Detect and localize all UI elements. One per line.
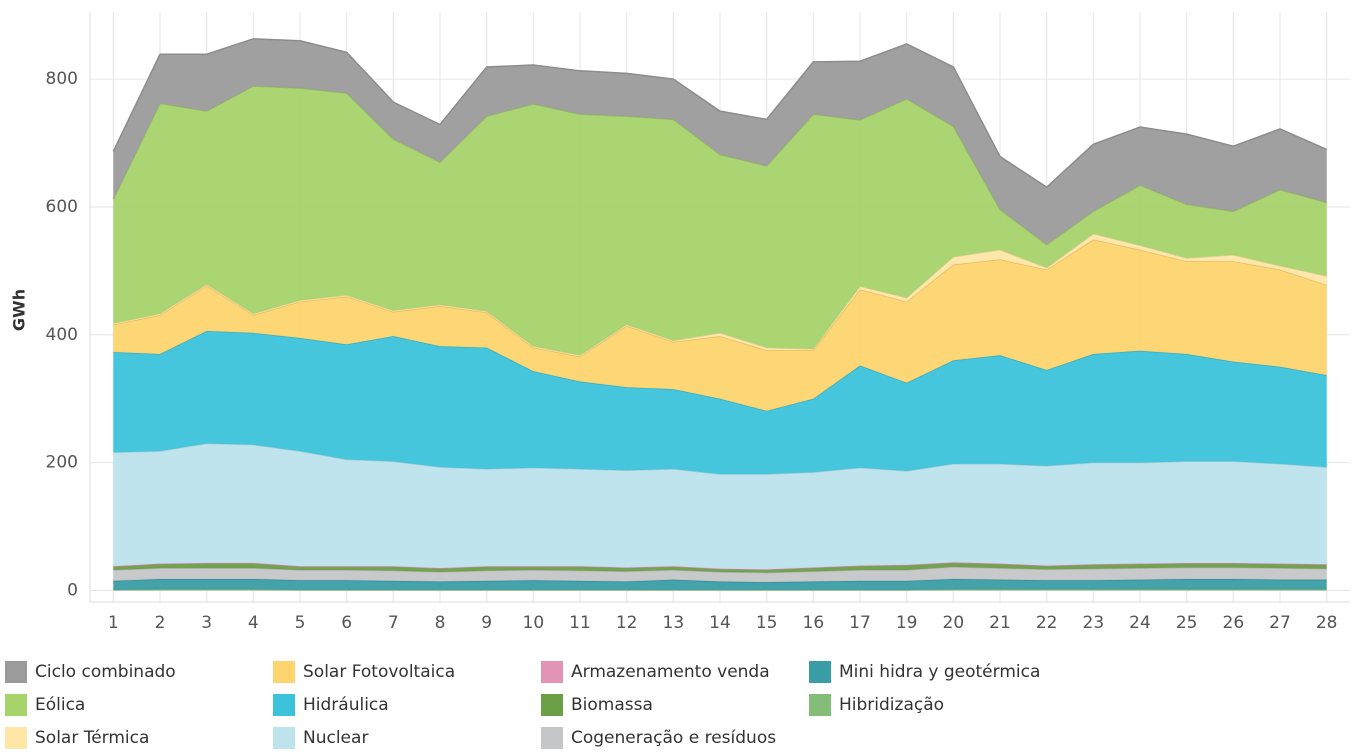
x-tick-label: 2 xyxy=(155,613,166,633)
legend-swatch xyxy=(273,661,295,683)
x-tick-label: 5 xyxy=(295,613,306,633)
legend-swatch xyxy=(5,694,27,716)
legend-label: Eólica xyxy=(35,695,85,715)
x-tick-label: 10 xyxy=(523,613,545,633)
legend-label: Solar Fotovoltaica xyxy=(303,662,455,682)
area xyxy=(113,330,1327,475)
x-tick-label: 19 xyxy=(896,613,918,633)
legend-label: Armazenamento venda xyxy=(571,662,770,682)
x-tick-label: 12 xyxy=(616,613,638,633)
legend-label: Ciclo combinado xyxy=(35,662,176,682)
legend-label: Biomassa xyxy=(571,695,653,715)
x-tick-label: 28 xyxy=(1316,613,1338,633)
legend-swatch xyxy=(273,694,295,716)
x-tick-label: 17 xyxy=(849,613,871,633)
x-tick-label: 1 xyxy=(108,613,119,633)
x-tick-label: 16 xyxy=(803,613,825,633)
legend-swatch xyxy=(809,694,831,716)
x-tick-label: 23 xyxy=(1083,613,1105,633)
legend-label: Cogeneração e resíduos xyxy=(571,728,776,748)
y-tick-label: 200 xyxy=(46,453,78,473)
x-tick-label: 25 xyxy=(1176,613,1198,633)
area xyxy=(113,86,1327,356)
area-edge xyxy=(113,561,1327,571)
area xyxy=(113,566,1327,583)
legend-swatch xyxy=(809,661,831,683)
area xyxy=(113,239,1327,411)
legend-swatch xyxy=(541,727,563,749)
legend-swatch xyxy=(541,694,563,716)
legend-swatch xyxy=(5,727,27,749)
y-tick-label: 800 xyxy=(46,69,78,89)
legend-label: Mini hidra y geotérmica xyxy=(839,662,1040,682)
x-tick-label: 13 xyxy=(663,613,685,633)
x-tick-label: 4 xyxy=(248,613,259,633)
legend-label: Hibridização xyxy=(839,695,944,715)
y-axis-label: GWh xyxy=(10,289,29,331)
y-tick-label: 400 xyxy=(46,325,78,345)
y-tick-label: 0 xyxy=(67,580,78,600)
x-tick-label: 21 xyxy=(989,613,1011,633)
x-tick-label: 11 xyxy=(569,613,591,633)
x-tick-label: 8 xyxy=(435,613,446,633)
area-edge xyxy=(113,238,1327,358)
area xyxy=(113,443,1327,570)
area xyxy=(113,38,1327,245)
x-tick-label: 24 xyxy=(1129,613,1151,633)
legend-label: Hidráulica xyxy=(303,695,389,715)
x-tick-label: 22 xyxy=(1036,613,1058,633)
x-tick-label: 3 xyxy=(201,613,212,633)
area-edge xyxy=(113,588,1327,591)
x-tick-label: 7 xyxy=(388,613,399,633)
x-tick-label: 9 xyxy=(481,613,492,633)
x-tick-label: 14 xyxy=(709,613,731,633)
area-edge xyxy=(112,38,1327,189)
legend-label: Solar Térmica xyxy=(35,728,149,748)
legend-label: Nuclear xyxy=(303,728,368,748)
x-tick-label: 20 xyxy=(943,613,965,633)
legend-swatch xyxy=(5,661,27,683)
x-tick-label: 6 xyxy=(341,613,352,633)
y-tick-label: 600 xyxy=(46,197,78,217)
x-tick-label: 27 xyxy=(1269,613,1291,633)
x-tick-label: 26 xyxy=(1223,613,1245,633)
legend-swatch xyxy=(273,727,295,749)
x-tick-label: 15 xyxy=(756,613,778,633)
legend-swatch xyxy=(541,661,563,683)
